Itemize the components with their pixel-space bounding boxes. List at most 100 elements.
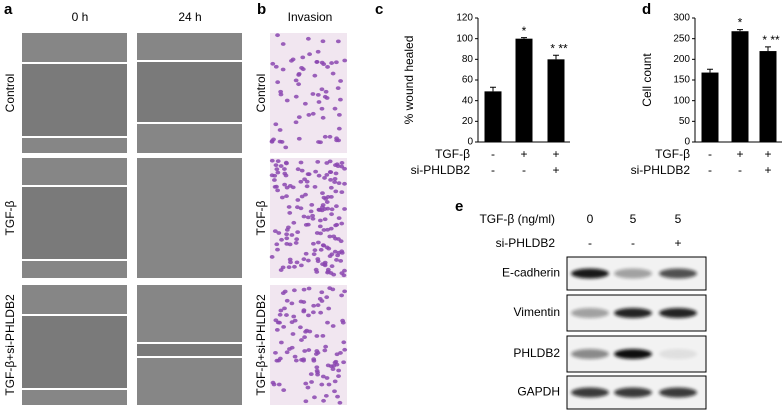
cell xyxy=(290,332,296,336)
cell xyxy=(278,308,284,313)
cell xyxy=(315,92,321,97)
condition-value: 5 xyxy=(675,212,682,226)
error-bar xyxy=(490,86,496,92)
cell xyxy=(293,358,299,363)
cell xyxy=(284,232,290,237)
cell xyxy=(320,374,326,379)
cell xyxy=(314,231,320,235)
band xyxy=(659,308,697,318)
cell xyxy=(319,60,325,65)
cell xyxy=(330,367,336,372)
cell xyxy=(324,96,330,100)
error-bar xyxy=(521,37,527,39)
cell xyxy=(289,301,295,306)
condition-sign: - xyxy=(491,147,495,161)
cell xyxy=(281,388,287,393)
cell xyxy=(319,87,325,92)
cell xyxy=(339,164,345,169)
cell xyxy=(287,183,293,188)
cell xyxy=(274,167,280,172)
condition-value: - xyxy=(588,236,592,250)
band xyxy=(614,387,652,398)
condition-sign: + xyxy=(520,147,527,161)
cell xyxy=(321,228,327,232)
cell xyxy=(282,289,288,294)
cell xyxy=(289,233,295,237)
cell xyxy=(312,395,317,400)
row-label: Control xyxy=(254,74,268,113)
cell xyxy=(325,195,331,199)
cell xyxy=(277,139,283,144)
condition-label: TGF-β (ng/ml) xyxy=(479,212,555,226)
condition-label: si-PHLDB2 xyxy=(496,236,556,250)
cell xyxy=(277,128,283,132)
cell xyxy=(334,138,340,143)
cell xyxy=(317,218,323,223)
cell xyxy=(275,80,281,85)
bar xyxy=(484,91,502,142)
cell xyxy=(324,245,330,250)
cell xyxy=(294,260,300,265)
condition-value: 0 xyxy=(587,212,594,226)
condition-sign: + xyxy=(552,147,559,161)
cell xyxy=(320,115,326,120)
band xyxy=(571,268,609,279)
cell xyxy=(283,145,289,150)
cell xyxy=(293,241,299,245)
band-label: Vimentin xyxy=(514,305,560,319)
condition-label: si-PHLDB2 xyxy=(411,163,471,177)
cell xyxy=(280,67,286,72)
significance: * xyxy=(738,16,743,30)
y-tick-label: 0 xyxy=(684,137,690,148)
cell xyxy=(325,363,331,368)
cell xyxy=(332,249,338,254)
condition-label: si-PHLDB2 xyxy=(631,163,691,177)
cell xyxy=(305,172,311,177)
cell xyxy=(328,185,334,190)
cell xyxy=(342,347,348,352)
cell xyxy=(292,264,297,269)
cell xyxy=(277,356,283,361)
significance: * ** xyxy=(550,41,568,55)
y-tick-label: 40 xyxy=(462,95,474,106)
cell xyxy=(304,184,310,189)
cell xyxy=(329,264,335,269)
condition-sign: - xyxy=(738,163,742,177)
cell xyxy=(323,344,329,349)
cell xyxy=(299,65,305,70)
cell xyxy=(339,221,345,226)
cell xyxy=(301,309,307,314)
cell xyxy=(325,227,331,232)
cell xyxy=(314,365,320,370)
cell xyxy=(298,179,304,184)
cell xyxy=(314,334,320,338)
cell xyxy=(310,213,315,218)
cell xyxy=(303,399,309,404)
cell xyxy=(310,216,316,221)
condition-sign: + xyxy=(764,163,771,177)
y-tick-label: 300 xyxy=(673,13,690,24)
cell xyxy=(332,379,338,384)
cell xyxy=(293,94,299,99)
cell xyxy=(331,234,337,239)
cell xyxy=(305,215,311,220)
column-header: 24 h xyxy=(178,10,201,24)
cell xyxy=(305,36,311,41)
cell xyxy=(269,158,275,163)
cell xyxy=(278,268,284,272)
cell xyxy=(315,159,321,164)
cell xyxy=(282,167,287,171)
cell xyxy=(271,137,276,142)
cell xyxy=(299,357,304,362)
band xyxy=(659,349,697,359)
cell xyxy=(300,55,306,60)
cell xyxy=(325,320,330,325)
condition-label: TGF-β xyxy=(655,147,690,161)
bar xyxy=(759,51,777,142)
cell xyxy=(334,362,340,367)
cell xyxy=(340,320,346,325)
cell xyxy=(295,230,301,234)
cell xyxy=(325,65,330,69)
cell xyxy=(316,100,322,104)
